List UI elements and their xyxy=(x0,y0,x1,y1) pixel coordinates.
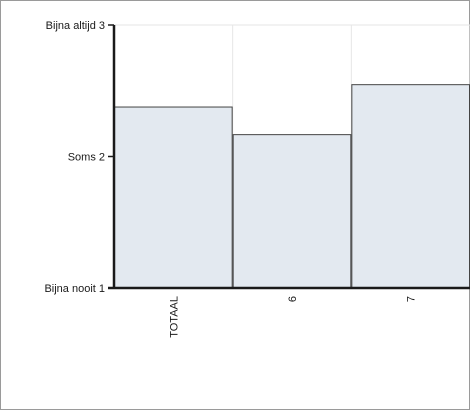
y-tick-label-2: Bijna altijd 3 xyxy=(46,20,105,32)
bar-totaal xyxy=(114,106,233,289)
bar-6 xyxy=(232,134,352,289)
x-tick-label-totaal: TOTAAL xyxy=(168,296,180,338)
y-tick-labels: Bijna nooit 1 Soms 2 Bijna altijd 3 xyxy=(44,20,114,295)
bar-7 xyxy=(351,84,470,289)
y-tick-label-1: Soms 2 xyxy=(68,152,105,164)
x-tick-label-7: 7 xyxy=(406,296,418,302)
x-tick-labels: TOTAAL 6 7 xyxy=(168,296,417,338)
y-tick-label-0: Bijna nooit 1 xyxy=(44,283,105,295)
x-tick-label-6: 6 xyxy=(287,296,299,302)
bars xyxy=(114,84,470,289)
